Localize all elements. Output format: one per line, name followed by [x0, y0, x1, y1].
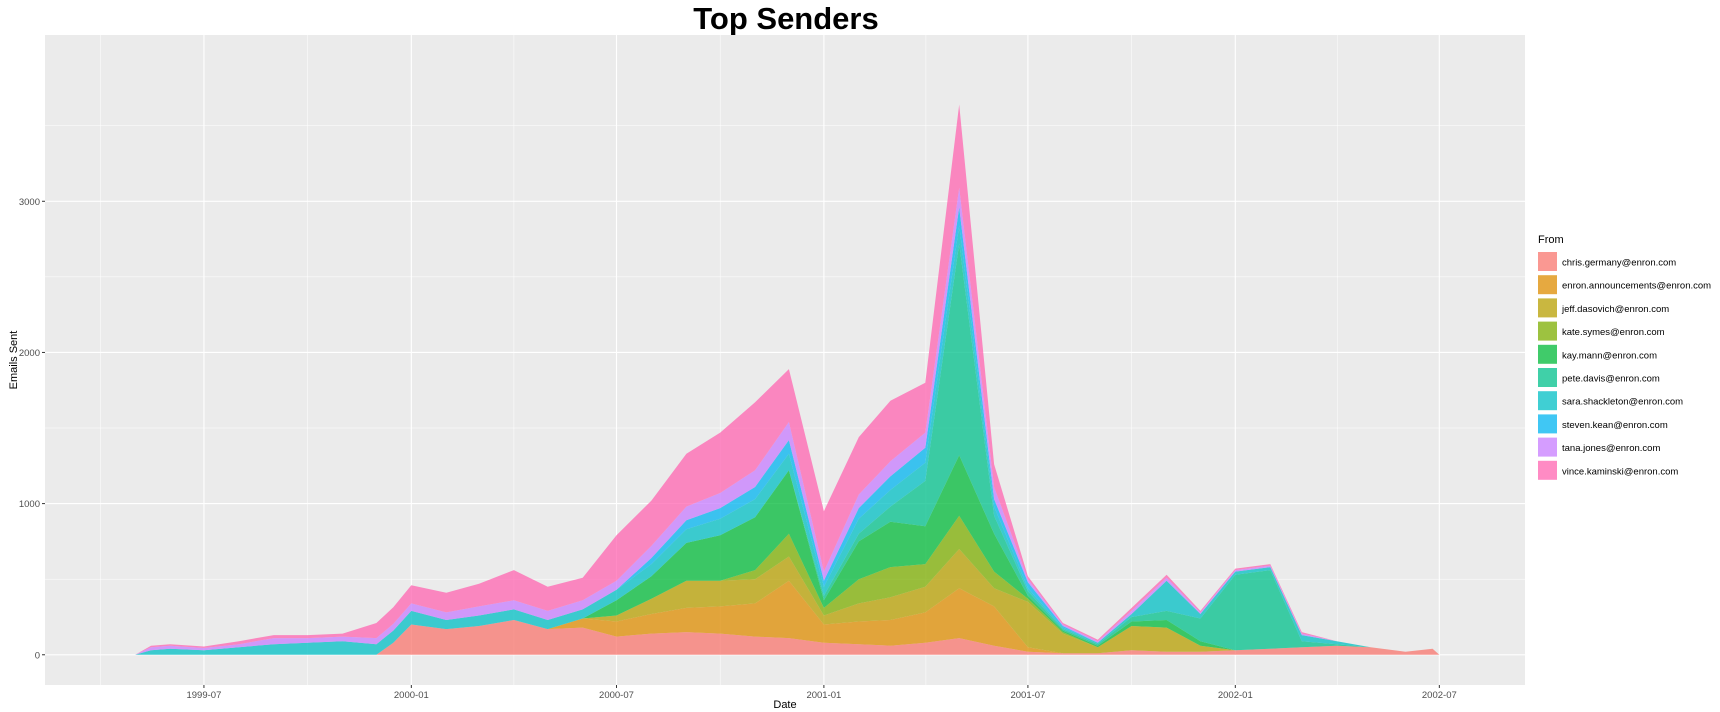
x-tick-label: 1999-07 — [186, 690, 221, 701]
legend-swatch — [1538, 437, 1557, 457]
legend-label: kate.symes@enron.com — [1562, 327, 1665, 338]
y-axis-title: Emails Sent — [8, 331, 20, 390]
legend-swatch — [1538, 252, 1557, 271]
area-series — [135, 104, 1440, 655]
x-tick-label: 2001-01 — [806, 690, 841, 701]
legend-title: From — [1538, 234, 1564, 246]
x-tick-label: 2002-07 — [1422, 690, 1457, 701]
legend-label: jeff.dasovich@enron.com — [1561, 304, 1669, 315]
x-tick-label: 2000-01 — [394, 690, 429, 701]
x-axis-title: Date — [773, 699, 796, 711]
area-series-5 — [135, 455, 1440, 655]
y-tick-label: 1000 — [19, 499, 40, 510]
legend-label: steven.kean@enron.com — [1562, 420, 1668, 431]
legend-swatch — [1538, 414, 1557, 434]
legend-swatch — [1538, 344, 1557, 364]
legend-swatch — [1538, 275, 1557, 295]
y-tick-label: 2000 — [19, 348, 40, 359]
legend-swatch — [1538, 391, 1557, 411]
y-tick-label: 3000 — [19, 197, 40, 208]
legend-swatch — [1538, 368, 1557, 387]
x-tick-label: 2000-07 — [599, 690, 634, 701]
x-tick-label: 2001-07 — [1010, 690, 1045, 701]
area-series-3 — [135, 549, 1440, 655]
area-series-10 — [135, 104, 1440, 655]
legend-label: tana.jones@enron.com — [1562, 443, 1660, 454]
legend-label: pete.davis@enron.com — [1562, 374, 1660, 385]
legend: From chris.germany@enron.com enron.announ… — [1538, 234, 1711, 480]
legend-label: sara.shackleton@enron.com — [1562, 397, 1683, 408]
area-series-2 — [135, 580, 1440, 655]
legend-label: kay.mann@enron.com — [1562, 350, 1657, 361]
y-tick-label: 0 — [35, 650, 40, 661]
legend-label: enron.announcements@enron.com — [1562, 281, 1711, 292]
legend-label: vince.kaminski@enron.com — [1562, 466, 1678, 477]
chart-title: Top Senders — [693, 1, 878, 36]
area-series-4 — [135, 515, 1440, 655]
legend-swatch — [1538, 298, 1557, 318]
x-tick-label: 2002-01 — [1218, 690, 1253, 701]
axes: 0 1000 2000 3000 1999-07 2000-01 2000-07 2001-0… — [19, 197, 1457, 701]
area-series-1 — [135, 620, 1440, 655]
legend-swatch — [1538, 460, 1557, 480]
legend-label: chris.germany@enron.com — [1562, 258, 1676, 269]
legend-swatch — [1538, 321, 1557, 341]
